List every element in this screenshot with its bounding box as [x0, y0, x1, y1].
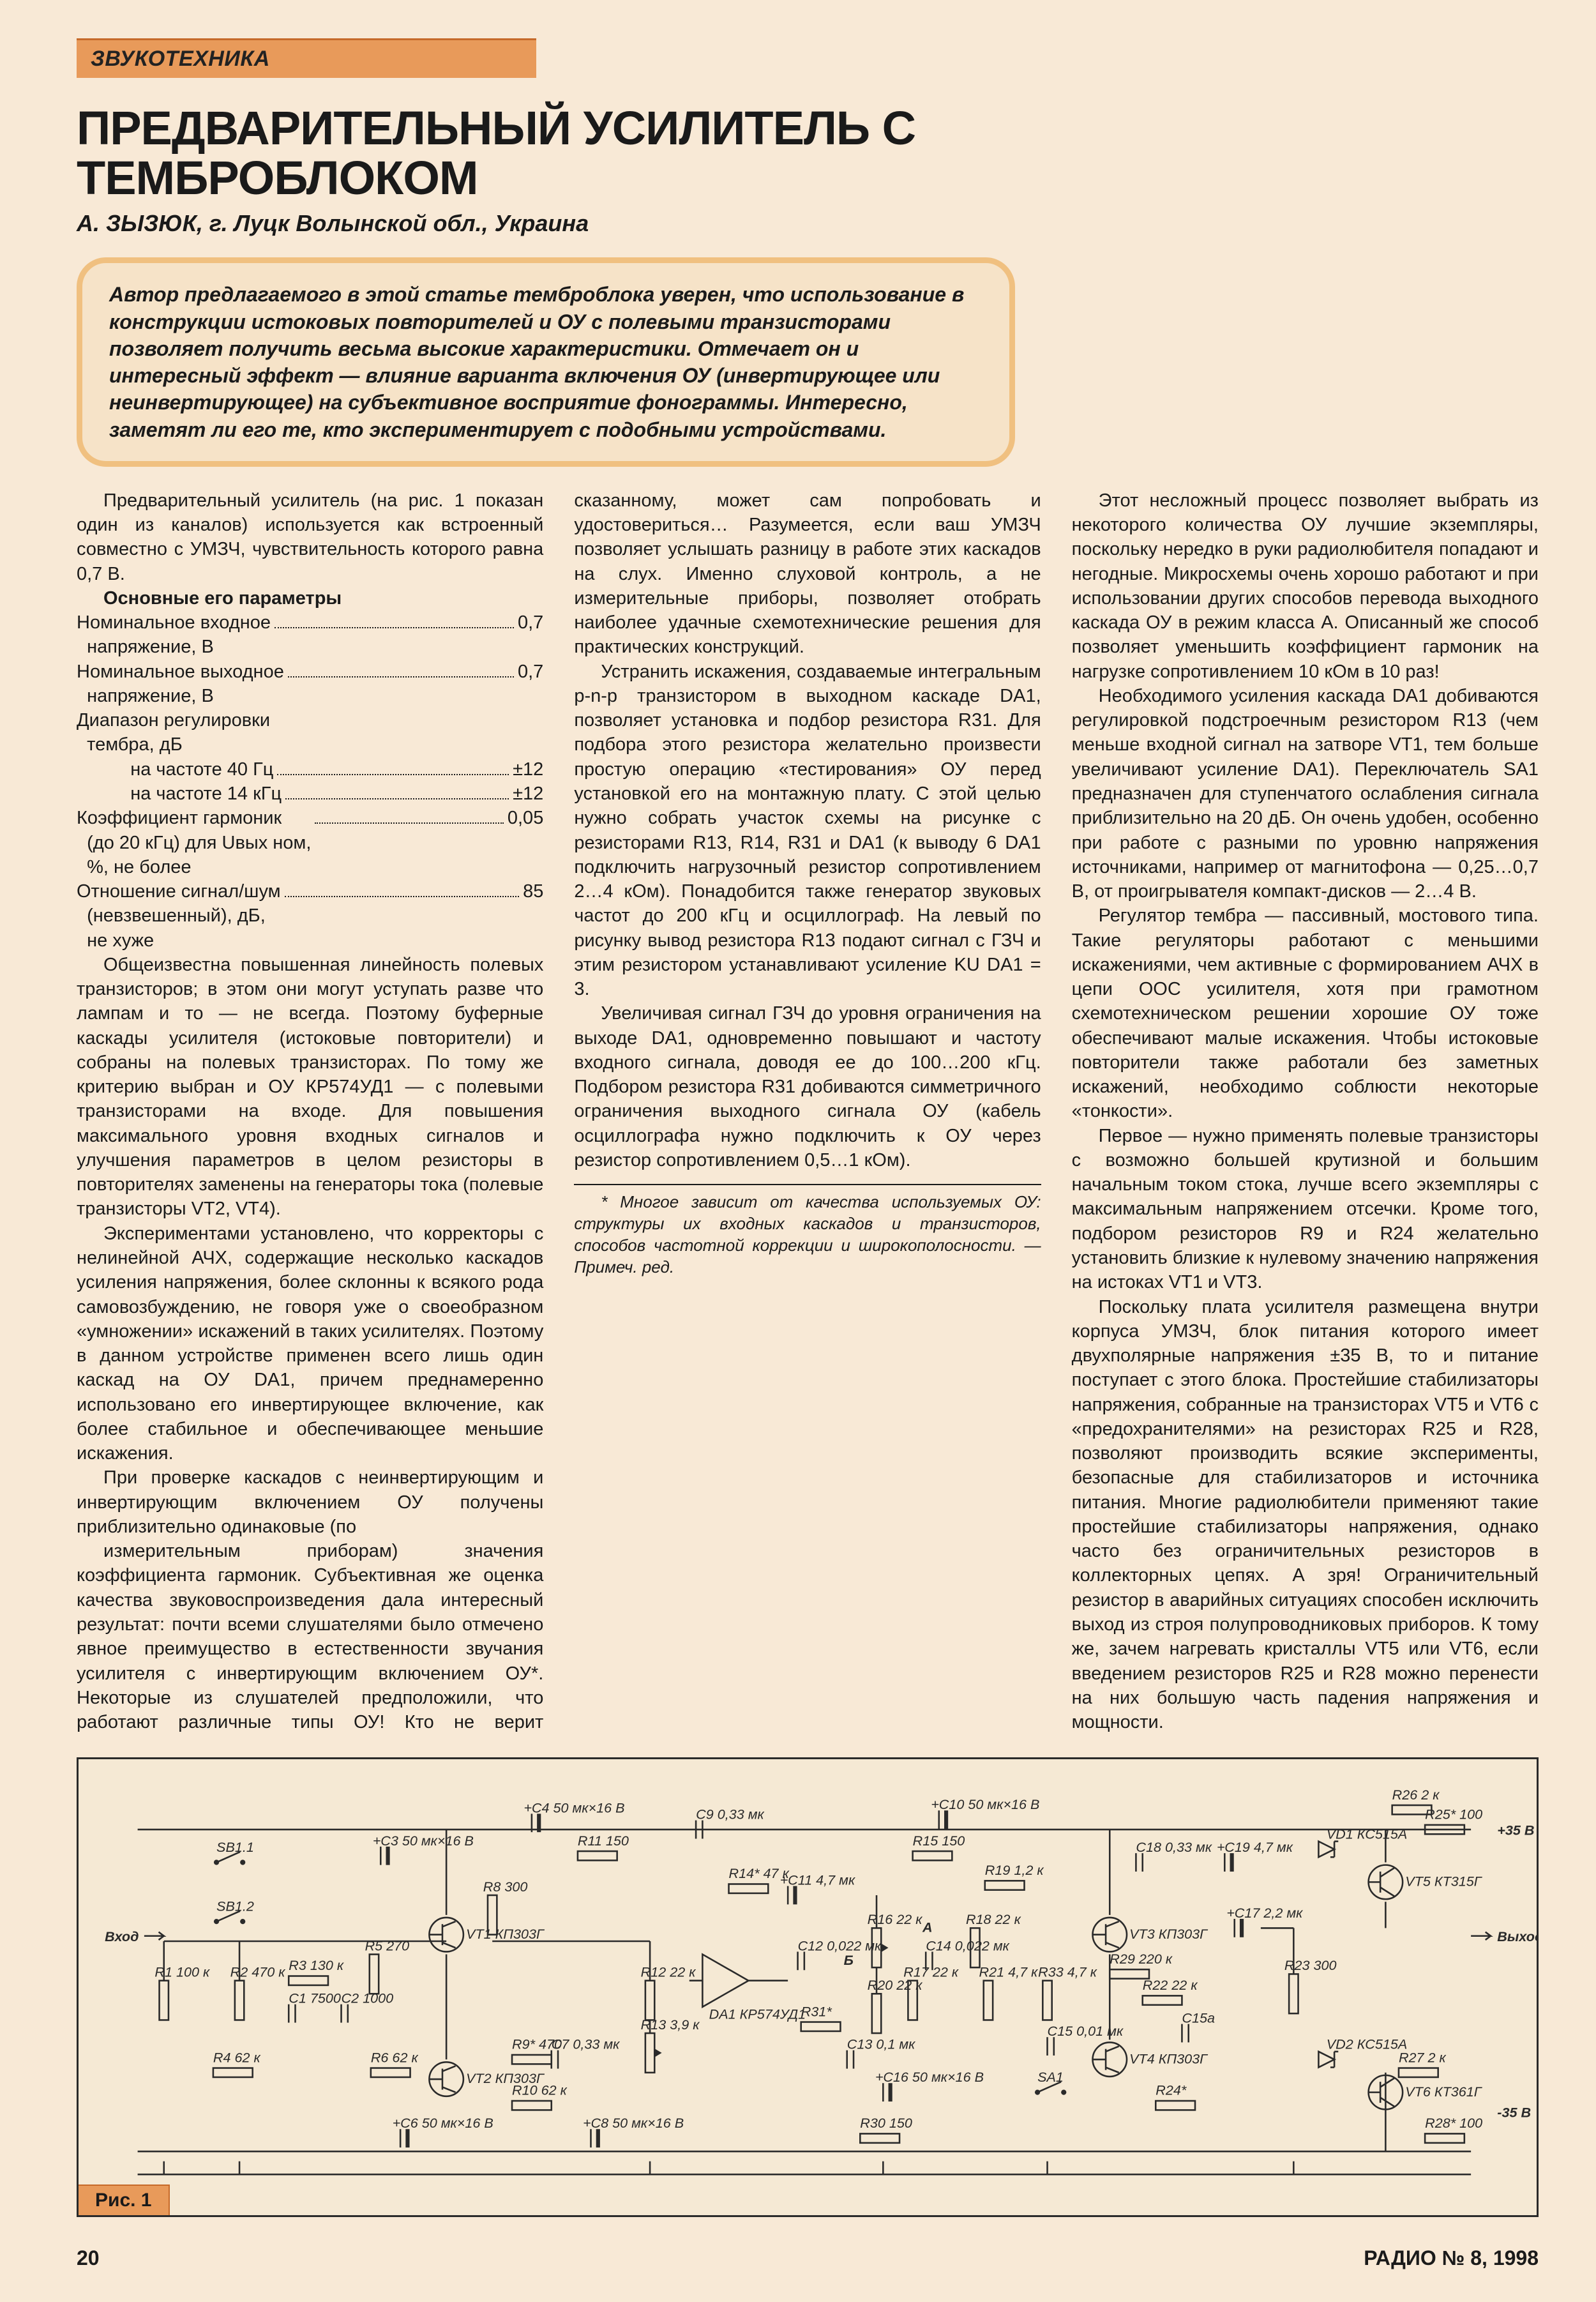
- svg-text:R10 62 к: R10 62 к: [512, 2082, 568, 2098]
- svg-text:+: +: [583, 2115, 591, 2131]
- svg-text:R8 300: R8 300: [483, 1879, 528, 1895]
- svg-text:+: +: [1226, 1905, 1235, 1921]
- svg-text:R29 220 к: R29 220 к: [1110, 1951, 1173, 1967]
- svg-text:-35 В: -35 В: [1497, 2105, 1531, 2121]
- svg-text:DA1 КР574УД1: DA1 КР574УД1: [709, 2006, 806, 2022]
- param-row: на частоте 14 кГц±12: [77, 782, 543, 806]
- article-title: ПРЕДВАРИТЕЛЬНЫЙ УСИЛИТЕЛЬ С ТЕМБРОБЛОКОМ: [77, 103, 1015, 202]
- svg-text:C10 50 мк×16 В: C10 50 мк×16 В: [939, 1797, 1040, 1813]
- svg-text:C1 7500: C1 7500: [289, 1990, 341, 2006]
- svg-text:C12 0,022 мк: C12 0,022 мк: [798, 1938, 882, 1954]
- svg-text:R23 300: R23 300: [1284, 1958, 1337, 1974]
- svg-text:R31*: R31*: [801, 2004, 832, 2020]
- issue-info: РАДИО № 8, 1998: [1364, 2246, 1539, 2270]
- param-row: Отношение сигнал/шум (невзвешенный), дБ,…: [77, 879, 543, 953]
- svg-text:R21 4,7 к: R21 4,7 к: [979, 1964, 1039, 1980]
- svg-text:C17 2,2 мк: C17 2,2 мк: [1235, 1905, 1303, 1921]
- byline: А. ЗЫЗЮК, г. Луцк Волынской обл., Украин…: [77, 210, 1015, 237]
- svg-text:VT6 КТ361Г: VT6 КТ361Г: [1405, 2084, 1483, 2100]
- svg-text:+: +: [875, 2069, 884, 2085]
- svg-text:C4 50 мк×16 В: C4 50 мк×16 В: [532, 1800, 625, 1816]
- svg-text:VT3 КП303Г: VT3 КП303Г: [1129, 1926, 1208, 1942]
- param-row: Номинальное выходное напряжение, В0,7: [77, 660, 543, 709]
- param-row: Номинальное входное напряжение, В0,7: [77, 610, 543, 660]
- svg-text:+: +: [931, 1797, 939, 1813]
- svg-text:+: +: [524, 1800, 532, 1816]
- schematic-svg: Вход Выход +35 В -35 В SB1.1 SB1.2 R1 100 к R2 …: [79, 1759, 1537, 2215]
- svg-text:R16 22 к: R16 22 к: [868, 1912, 923, 1928]
- svg-text:R28* 100: R28* 100: [1425, 2115, 1482, 2131]
- svg-text:C11 4,7 мк: C11 4,7 мк: [788, 1872, 855, 1888]
- svg-text:VT5 КТ315Г: VT5 КТ315Г: [1405, 1874, 1483, 1889]
- svg-text:C8 50 мк×16 В: C8 50 мк×16 В: [591, 2115, 684, 2131]
- svg-text:+35 В: +35 В: [1497, 1822, 1534, 1838]
- svg-text:R22 22 к: R22 22 к: [1143, 1977, 1198, 1993]
- svg-text:C6 50 мк×16 В: C6 50 мк×16 В: [400, 2115, 493, 2131]
- svg-text:R27 2 к: R27 2 к: [1399, 2050, 1447, 2066]
- svg-text:SB1.2: SB1.2: [216, 1898, 254, 1914]
- param-row: Коэффициент гармоник (до 20 кГц) для Uвы…: [77, 806, 543, 879]
- svg-text:+: +: [373, 1833, 381, 1849]
- svg-text:R25* 100: R25* 100: [1425, 1806, 1482, 1822]
- svg-text:C3 50 мк×16 В: C3 50 мк×16 В: [380, 1833, 474, 1849]
- svg-text:R5 270: R5 270: [365, 1938, 410, 1954]
- svg-text:R24*: R24*: [1156, 2082, 1187, 2098]
- svg-text:Вход: Вход: [105, 1928, 139, 1944]
- svg-text:SA1: SA1: [1037, 2069, 1064, 2085]
- svg-text:C16 50 мк×16 В: C16 50 мк×16 В: [883, 2069, 984, 2085]
- abstract-box: Автор предлагаемого в этой статье тембро…: [77, 257, 1015, 466]
- section-banner: ЗВУКОТЕХНИКА: [77, 38, 536, 78]
- svg-text:R11 150: R11 150: [578, 1833, 629, 1849]
- svg-text:R12 22 к: R12 22 к: [641, 1964, 696, 1980]
- header-row: ПРЕДВАРИТЕЛЬНЫЙ УСИЛИТЕЛЬ С ТЕМБРОБЛОКОМ…: [77, 103, 1539, 488]
- svg-text:C15 0,01 мк: C15 0,01 мк: [1048, 2023, 1124, 2039]
- svg-text:C14 0,022 мк: C14 0,022 мк: [926, 1938, 1009, 1954]
- svg-text:C2 1000: C2 1000: [342, 1990, 394, 2006]
- svg-text:R17 22 к: R17 22 к: [903, 1964, 959, 1980]
- svg-text:R3 130 к: R3 130 к: [289, 1958, 344, 1974]
- page-footer: 20 РАДИО № 8, 1998: [77, 2246, 1539, 2270]
- svg-text:C19 4,7 мк: C19 4,7 мк: [1224, 1839, 1293, 1855]
- param-row: Диапазон регулировки тембра, дБ: [77, 708, 543, 757]
- svg-text:+: +: [1217, 1839, 1225, 1855]
- section-label: ЗВУКОТЕХНИКА: [91, 47, 270, 71]
- svg-text:C9 0,33 мк: C9 0,33 мк: [696, 1806, 764, 1822]
- param-row: на частоте 40 Гц±12: [77, 757, 543, 782]
- svg-text:А: А: [922, 1920, 933, 1935]
- schematic-figure: Вход Выход +35 В -35 В SB1.1 SB1.2 R1 100 к R2 …: [77, 1757, 1539, 2217]
- svg-text:Выход: Выход: [1497, 1928, 1537, 1944]
- svg-text:C15a: C15a: [1182, 2010, 1215, 2026]
- svg-text:+: +: [780, 1872, 788, 1888]
- svg-text:VT1 КП303Г: VT1 КП303Г: [466, 1926, 545, 1942]
- footnote: * Многое зависит от качества используемы…: [574, 1184, 1041, 1278]
- svg-text:Б: Б: [844, 1952, 854, 1968]
- svg-text:R1 100 к: R1 100 к: [154, 1964, 210, 1980]
- svg-text:C13 0,1 мк: C13 0,1 мк: [847, 2036, 915, 2052]
- svg-text:R4 62 к: R4 62 к: [213, 2050, 261, 2066]
- svg-text:R18 22 к: R18 22 к: [966, 1912, 1021, 1928]
- svg-text:VT4 КП303Г: VT4 КП303Г: [1129, 2051, 1208, 2067]
- title-block: ПРЕДВАРИТЕЛЬНЫЙ УСИЛИТЕЛЬ С ТЕМБРОБЛОКОМ…: [77, 103, 1015, 488]
- svg-text:C7 0,33 мк: C7 0,33 мк: [552, 2036, 620, 2052]
- svg-text:R33 4,7 к: R33 4,7 к: [1038, 1964, 1097, 1980]
- svg-text:R19 1,2 к: R19 1,2 к: [985, 1862, 1044, 1878]
- svg-text:R26 2 к: R26 2 к: [1392, 1787, 1440, 1803]
- svg-text:VD1 КС515А: VD1 КС515А: [1327, 1826, 1408, 1842]
- svg-text:VD2 КС515А: VD2 КС515А: [1327, 2036, 1408, 2052]
- svg-text:SB1.1: SB1.1: [216, 1839, 254, 1855]
- page-number: 20: [77, 2246, 100, 2270]
- svg-text:R6 62 к: R6 62 к: [371, 2050, 419, 2066]
- svg-text:R15 150: R15 150: [913, 1833, 965, 1849]
- figure-label: Рис. 1: [79, 2185, 170, 2215]
- svg-text:R2 470 к: R2 470 к: [230, 1964, 286, 1980]
- svg-text:R30 150: R30 150: [860, 2115, 912, 2131]
- svg-text:+: +: [393, 2115, 401, 2131]
- svg-text:C18 0,33 мк: C18 0,33 мк: [1136, 1839, 1212, 1855]
